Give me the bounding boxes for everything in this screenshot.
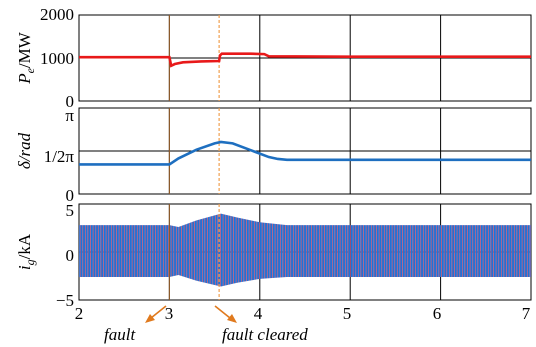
power-ytick-2000: 2000 — [40, 5, 74, 24]
angle-panel: π 1/2π 0 δ/rad — [15, 106, 532, 205]
xtick-5: 5 — [343, 304, 352, 323]
x-axis: 2 3 4 5 6 7 — [75, 304, 531, 323]
xtick-3: 3 — [165, 304, 174, 323]
fault-label: fault — [104, 325, 136, 344]
angle-series-line — [79, 140, 531, 166]
angle-ytick-0: 0 — [66, 186, 75, 205]
current-ytick-5: 5 — [66, 201, 75, 220]
power-ylabel: Pe/MW — [15, 31, 37, 85]
xtick-2: 2 — [75, 304, 84, 323]
current-ytick-neg5: −5 — [56, 291, 74, 310]
current-ylabel: ig/kA — [15, 233, 37, 270]
current-envelope-band — [79, 213, 531, 287]
fault-cleared-arrow — [214, 305, 231, 319]
angle-ylabel: δ/rad — [15, 132, 34, 169]
fault-arrow — [150, 305, 167, 319]
power-panel: 2000 1000 0 Pe/MW — [15, 5, 532, 111]
current-panel: 5 0 −5 ig/kA — [15, 201, 532, 310]
current-ytick-0: 0 — [66, 246, 75, 265]
fault-cleared-label: fault cleared — [222, 325, 308, 344]
annotations: fault fault cleared — [104, 305, 308, 344]
fault-cleared-arrowhead — [227, 314, 237, 323]
xtick-6: 6 — [433, 304, 442, 323]
power-ytick-0: 0 — [66, 92, 75, 111]
fault-arrowhead — [145, 314, 155, 323]
power-ytick-1000: 1000 — [40, 49, 74, 68]
xtick-4: 4 — [254, 304, 263, 323]
xtick-7: 7 — [522, 304, 531, 323]
power-series-line — [79, 52, 531, 68]
angle-ytick-pi: π — [65, 106, 74, 125]
angle-ytick-half-pi: 1/2π — [44, 147, 75, 166]
